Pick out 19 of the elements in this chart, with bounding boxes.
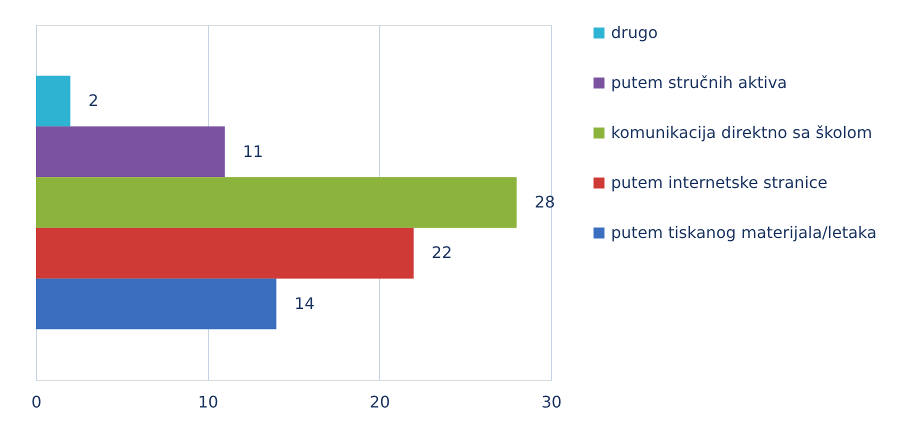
legend-label: putem stručnih aktiva [611, 73, 788, 92]
legend-label: putem tiskanog materijala/letaka [611, 223, 877, 242]
bar [36, 228, 414, 279]
bar [36, 76, 70, 126]
x-tick-label: 0 [31, 392, 42, 412]
data-label: 22 [432, 243, 452, 262]
x-tick-label: 10 [198, 392, 218, 412]
x-tick-label: 30 [541, 392, 562, 412]
data-label: 14 [294, 294, 315, 313]
legend-label: putem internetske stranice [611, 173, 828, 192]
bar [36, 278, 276, 330]
legend-label: komunikacija direktno sa školom [611, 123, 872, 142]
x-tick-label: 20 [370, 392, 390, 412]
data-label: 2 [88, 91, 99, 110]
bar [36, 177, 517, 228]
legend-label: drugo [611, 23, 658, 42]
data-label: 11 [242, 142, 264, 161]
data-label: 28 [534, 192, 556, 212]
bar [36, 126, 225, 178]
